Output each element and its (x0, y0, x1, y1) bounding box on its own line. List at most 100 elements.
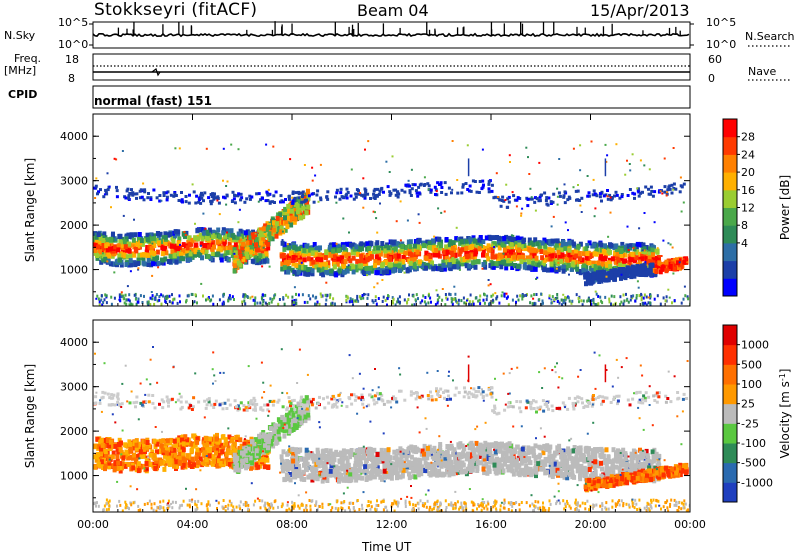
power-cell (261, 303, 264, 306)
power-cell (272, 194, 276, 198)
power-cell (510, 265, 515, 270)
power-cell (120, 247, 125, 253)
power-cell (576, 189, 580, 193)
velocity-cell (515, 444, 520, 450)
power-cell (288, 202, 293, 208)
velocity-cell (644, 448, 649, 454)
power-cell (130, 302, 133, 306)
power-cell (172, 298, 175, 302)
power-cell (494, 261, 499, 267)
power-cell (302, 200, 305, 204)
power-cell (391, 155, 394, 158)
power-cell (97, 297, 100, 301)
power-cell (491, 235, 495, 241)
power-cell (635, 294, 638, 297)
power-cell (592, 298, 595, 302)
power-cell (147, 244, 152, 250)
power-cell (605, 277, 610, 283)
power-cell (466, 253, 471, 259)
power-cell (640, 295, 643, 299)
power-cell (281, 256, 286, 262)
power-cell (292, 197, 296, 201)
power-cell (163, 234, 168, 240)
power-cell (478, 237, 481, 240)
power-cell (434, 236, 439, 242)
velocity-cell (568, 471, 572, 477)
power-cell (426, 182, 430, 186)
velocity-cell (365, 474, 370, 480)
power-cell (507, 195, 511, 199)
power-cell (93, 186, 97, 190)
power-cell (432, 252, 437, 258)
power-cell (551, 295, 554, 299)
velocity-cell (593, 456, 598, 462)
power-cell (265, 190, 269, 194)
power-cell (538, 199, 542, 203)
velocity-cell (569, 466, 574, 472)
power-cell (455, 226, 458, 229)
power-cell (591, 260, 596, 266)
velocity-cell (458, 454, 462, 460)
power-cell (384, 298, 387, 302)
power-cell (291, 261, 296, 267)
power-cell (125, 247, 130, 253)
power-cell (281, 253, 286, 258)
velocity-cell (513, 447, 518, 453)
power-cell (351, 298, 354, 302)
power-cell (640, 256, 645, 262)
power-cell (642, 246, 647, 252)
power-cell (143, 188, 147, 192)
velocity-cell (312, 453, 317, 459)
power-cell (676, 265, 681, 271)
power-cell (278, 220, 283, 226)
power-cell (179, 300, 181, 304)
power-cell (292, 302, 295, 306)
power-cell (194, 246, 199, 252)
power-cell (535, 293, 538, 296)
power-cell (475, 190, 479, 194)
power-cell (137, 252, 142, 258)
power-cell (617, 271, 622, 277)
power-cell (170, 249, 175, 255)
power-cell (105, 294, 108, 298)
power-cell (233, 259, 238, 265)
power-cell (363, 292, 365, 296)
power-cell (285, 216, 290, 221)
power-cell (194, 293, 197, 297)
velocity-cell (327, 472, 332, 478)
power-cell (435, 289, 438, 292)
power-cell (667, 258, 672, 264)
power-cell (103, 235, 108, 241)
power-cell (301, 205, 306, 211)
power-cell (494, 292, 497, 295)
power-cell (136, 300, 139, 304)
power-cell (193, 242, 198, 248)
power-cell (601, 264, 606, 270)
power-cell (162, 294, 164, 298)
power-cell (469, 189, 473, 193)
power-cell (291, 196, 294, 199)
power-cell (656, 294, 659, 298)
velocity-cell (372, 474, 377, 480)
power-cell (324, 302, 327, 306)
power-cell (257, 235, 262, 241)
velocity-cell (526, 445, 531, 451)
power-cell (665, 194, 668, 197)
power-cell (250, 258, 255, 264)
power-cell (496, 235, 501, 241)
power-cell (272, 145, 275, 148)
power-cell (372, 196, 376, 200)
velocity-cell (566, 465, 571, 471)
velocity-cell (574, 454, 579, 460)
power-cell (654, 269, 659, 274)
velocity-cell (505, 464, 510, 470)
power-cell (587, 194, 591, 198)
power-cell (620, 273, 623, 276)
power-cell (253, 250, 258, 256)
power-cell (149, 245, 154, 251)
velocity-cell (510, 468, 515, 474)
power-cell (392, 188, 396, 192)
power-cell (533, 303, 536, 306)
power-cell (305, 190, 310, 196)
power-cell (661, 192, 664, 195)
